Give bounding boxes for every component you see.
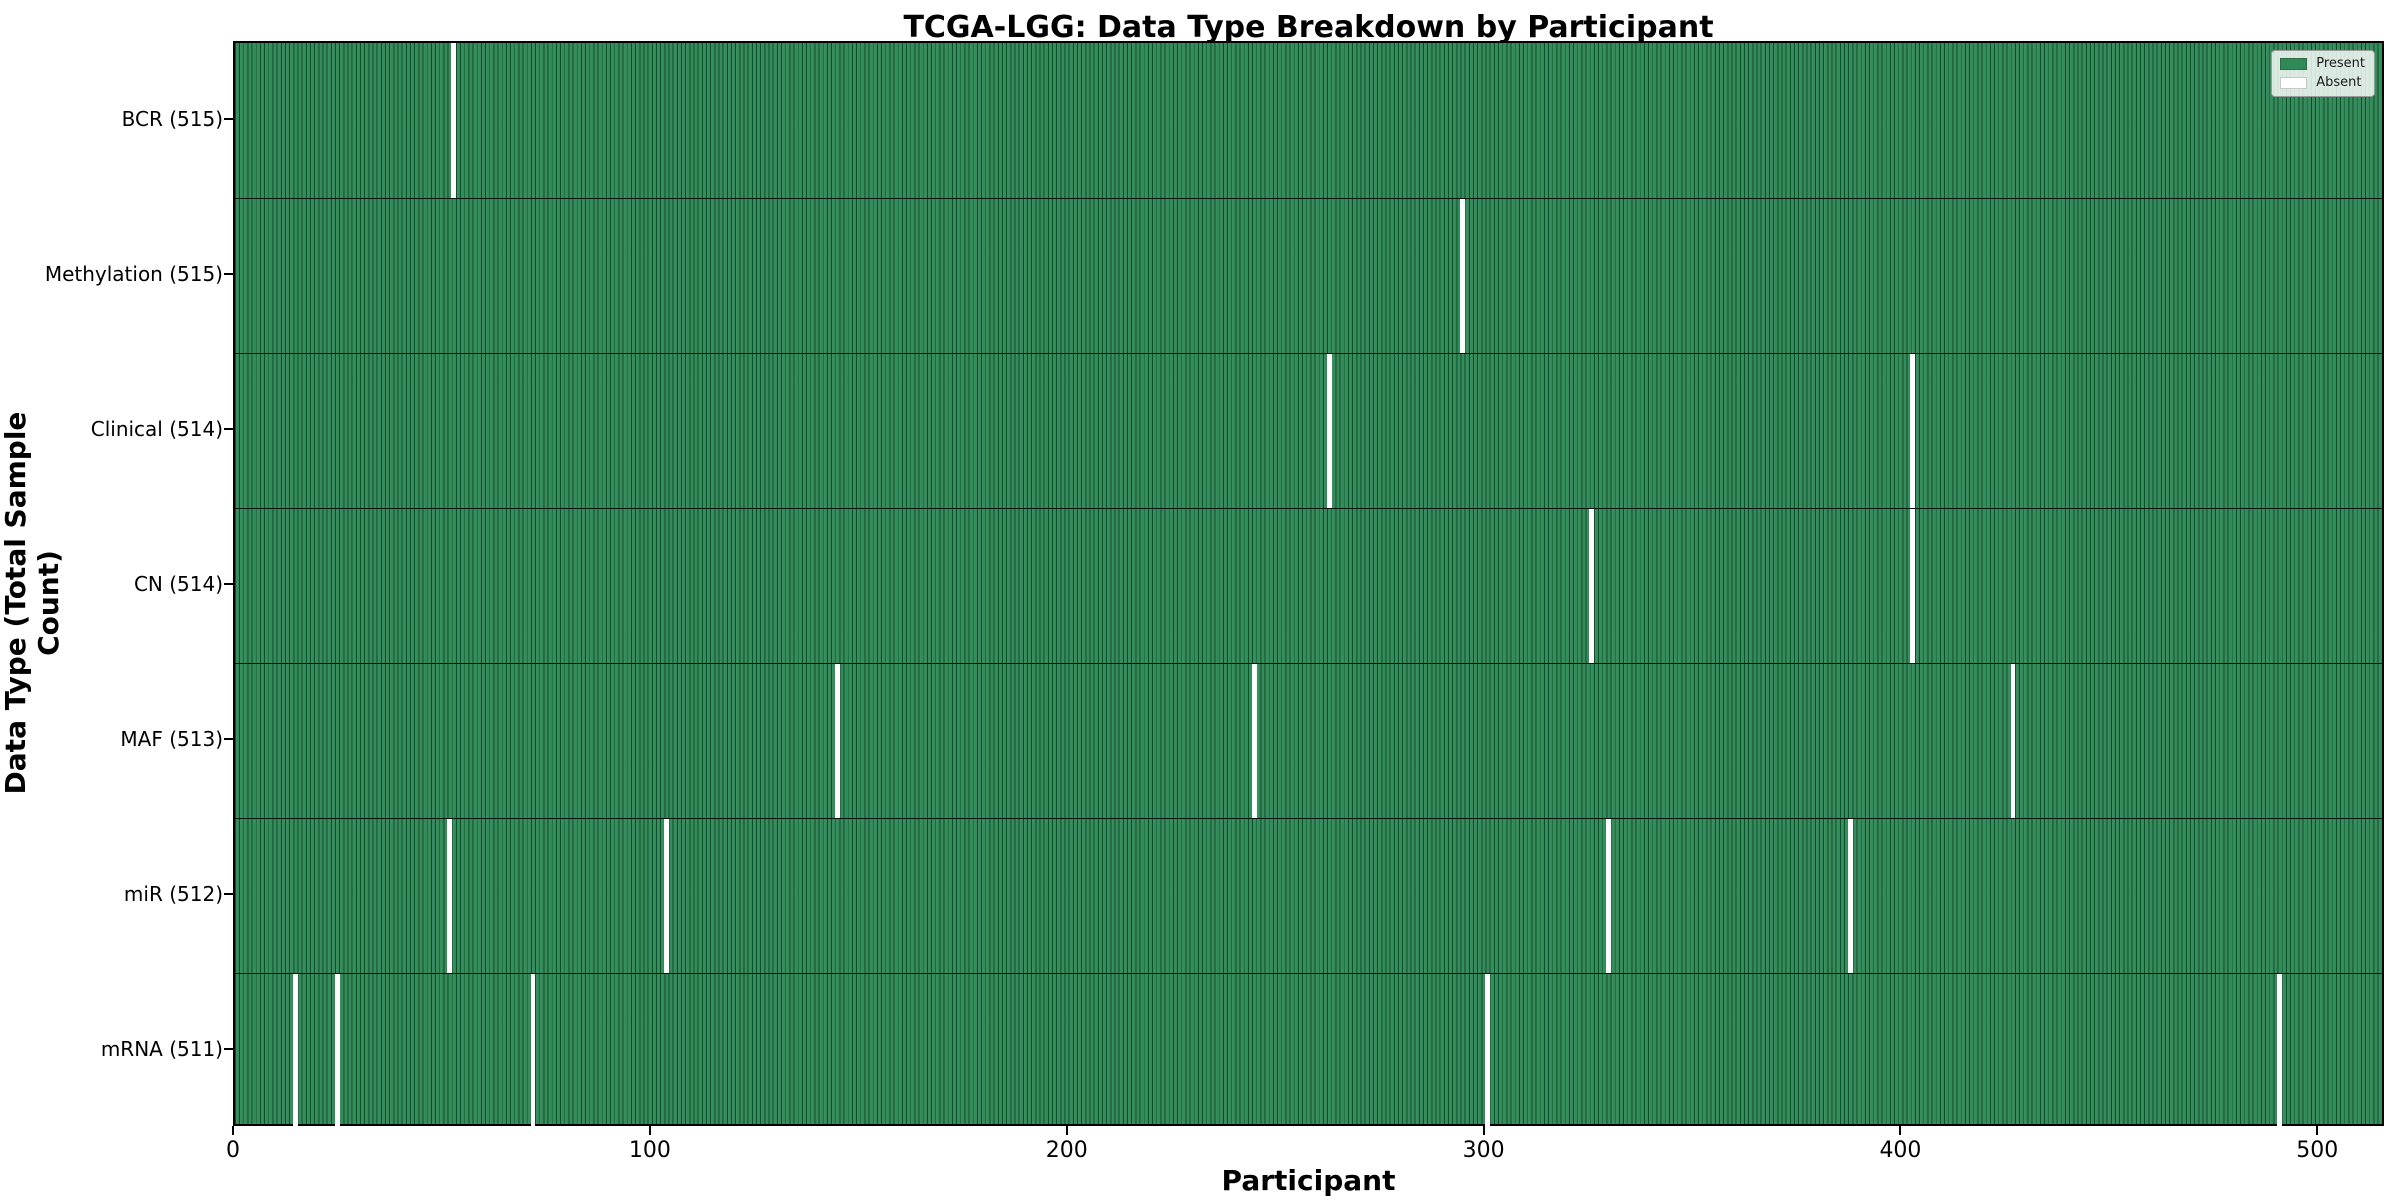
heatmap-row-Clinical	[235, 353, 2382, 508]
x-tick-label: 200	[1045, 1138, 1088, 1163]
x-tick-mark	[232, 1126, 234, 1135]
x-tick-label: 0	[226, 1138, 240, 1163]
x-tick-mark	[1482, 1126, 1485, 1135]
absent-gap	[664, 819, 669, 973]
legend: Present Absent	[2271, 50, 2375, 97]
absent-gap	[1606, 819, 1611, 973]
y-tick-label: Clinical (514)	[90, 416, 223, 441]
absent-gap	[1326, 354, 1332, 508]
x-tick-label: 500	[2296, 1138, 2339, 1163]
absent-gap	[334, 974, 340, 1128]
legend-swatch-absent-icon	[2280, 77, 2308, 89]
y-tick-mark	[224, 892, 233, 895]
absent-gap	[2277, 974, 2283, 1128]
absent-gap	[530, 974, 536, 1128]
legend-entry-present: Present	[2280, 57, 2365, 71]
legend-label-absent: Absent	[2316, 75, 2362, 90]
y-tick-mark	[224, 117, 233, 120]
absent-gap	[293, 974, 298, 1128]
absent-gap	[1589, 509, 1595, 663]
y-tick-mark	[224, 737, 233, 740]
y-tick-label: CN (514)	[133, 571, 223, 596]
y-axis-label: Data Type (Total Sample Count)	[0, 411, 65, 795]
absent-gap	[834, 664, 840, 818]
heatmap-row-mRNA	[235, 973, 2382, 1128]
absent-gap	[447, 819, 453, 973]
x-tick-mark	[1065, 1126, 1068, 1135]
absent-gap	[2010, 664, 2016, 818]
legend-swatch-present-icon	[2280, 58, 2308, 70]
x-tick-mark	[648, 1126, 651, 1135]
y-tick-label: BCR (515)	[121, 106, 223, 131]
y-tick-mark	[224, 272, 233, 275]
legend-entry-absent: Absent	[2280, 76, 2365, 90]
y-tick-mark	[224, 1047, 233, 1050]
x-tick-mark	[2316, 1126, 2319, 1135]
absent-gap	[1910, 509, 1916, 663]
plot-area: Present Absent	[233, 41, 2384, 1128]
heatmap-row-BCR	[235, 43, 2382, 198]
x-tick-label: 300	[1462, 1138, 1505, 1163]
heatmap-row-MAF	[235, 663, 2382, 818]
absent-gap	[1460, 199, 1466, 353]
x-axis-label: Participant	[1221, 1164, 1396, 1197]
absent-gap	[1847, 819, 1853, 973]
x-tick-mark	[1899, 1126, 1902, 1135]
y-tick-label: miR (512)	[123, 881, 223, 906]
y-tick-mark	[224, 582, 233, 585]
heatmap-row-miR	[235, 818, 2382, 973]
heatmap-row-Methylation	[235, 198, 2382, 353]
absent-gap	[1485, 974, 1491, 1128]
y-tick-label: MAF (513)	[120, 726, 223, 751]
legend-label-present: Present	[2316, 56, 2365, 71]
absent-gap	[1251, 664, 1257, 818]
y-tick-mark	[224, 427, 233, 430]
heatmap-row-CN	[235, 508, 2382, 663]
x-tick-label: 400	[1879, 1138, 1922, 1163]
absent-gap	[451, 43, 457, 198]
y-tick-label: mRNA (511)	[100, 1036, 223, 1061]
chart-title: TCGA-LGG: Data Type Breakdown by Partici…	[903, 10, 1714, 45]
x-tick-label: 100	[628, 1138, 671, 1163]
absent-gap	[1910, 354, 1916, 508]
y-tick-label: Methylation (515)	[44, 261, 223, 286]
